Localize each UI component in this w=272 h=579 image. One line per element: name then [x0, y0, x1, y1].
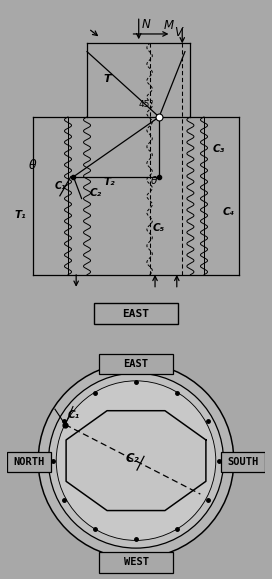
Circle shape	[38, 363, 234, 558]
FancyBboxPatch shape	[94, 303, 178, 324]
Text: θ: θ	[151, 175, 157, 186]
Text: C₅: C₅	[152, 223, 165, 233]
Text: C₂: C₂	[126, 452, 140, 465]
Text: C₄: C₄	[223, 207, 235, 217]
Text: T₁: T₁	[15, 210, 27, 219]
Text: C₃: C₃	[212, 144, 224, 154]
Text: T₂: T₂	[103, 177, 115, 187]
Text: θ: θ	[29, 159, 36, 171]
Text: EAST: EAST	[123, 359, 149, 369]
Text: SOUTH: SOUTH	[227, 457, 258, 467]
Text: C₁: C₁	[68, 410, 80, 420]
FancyBboxPatch shape	[99, 354, 173, 375]
Text: T: T	[103, 74, 111, 83]
Text: C₂: C₂	[90, 188, 102, 198]
Text: M: M	[163, 19, 173, 31]
Text: V: V	[174, 26, 182, 39]
Circle shape	[56, 381, 216, 540]
Text: NORTH: NORTH	[14, 457, 45, 467]
FancyBboxPatch shape	[7, 452, 51, 471]
Text: C₁: C₁	[54, 181, 66, 191]
Polygon shape	[66, 411, 206, 511]
FancyBboxPatch shape	[99, 552, 173, 573]
FancyBboxPatch shape	[221, 452, 265, 471]
Circle shape	[48, 373, 224, 548]
Text: 45°: 45°	[139, 100, 154, 109]
Text: EAST: EAST	[122, 309, 150, 318]
Text: WEST: WEST	[123, 557, 149, 567]
Text: N: N	[141, 17, 150, 31]
